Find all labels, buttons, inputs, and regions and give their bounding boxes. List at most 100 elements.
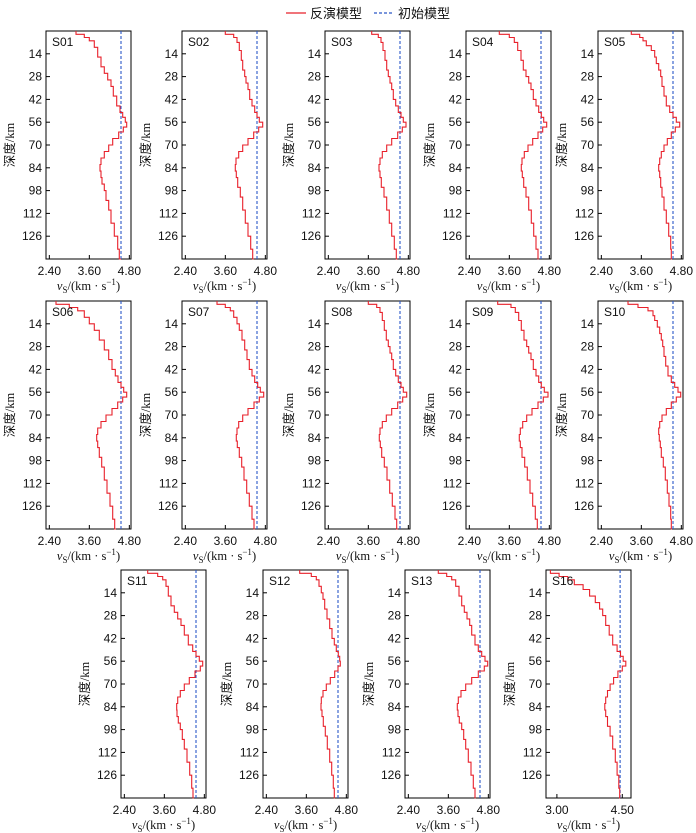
x-tick-label: 4.80 bbox=[254, 264, 278, 278]
y-axis-title: 深度/km bbox=[138, 123, 153, 168]
panel-label: S11 bbox=[127, 574, 148, 588]
legend-inverted-label: 反演模型 bbox=[310, 6, 362, 21]
x-axis-title: vS/(km · s−1) bbox=[609, 277, 672, 295]
y-axis-title: 深度/km bbox=[281, 393, 296, 438]
y-tick-label: 98 bbox=[29, 454, 43, 468]
panel-s05: 14 28 42 56 70 84 98 112 126 2.40 3.60 4.80 S05 深度/km… bbox=[554, 30, 693, 295]
x-axis-title: vS/(km · s−1) bbox=[416, 816, 479, 833]
y-tick-label: 84 bbox=[165, 161, 179, 175]
inverted-model-line bbox=[498, 31, 548, 260]
y-tick-label: 84 bbox=[246, 700, 260, 714]
x-tick-label: 4.80 bbox=[538, 534, 562, 548]
x-tick-label: 2.40 bbox=[590, 534, 614, 548]
y-tick-label: 112 bbox=[575, 206, 594, 220]
x-tick-label: 4.80 bbox=[254, 534, 278, 548]
y-tick-label: 126 bbox=[574, 229, 594, 243]
x-tick-label: 2.40 bbox=[458, 264, 482, 278]
y-tick-label: 126 bbox=[522, 768, 542, 782]
inverted-model-line bbox=[75, 31, 128, 260]
inverted-model-line bbox=[224, 31, 264, 260]
y-tick-label: 14 bbox=[246, 586, 260, 600]
panel-label: S05 bbox=[604, 35, 626, 49]
y-tick-label: 84 bbox=[388, 700, 402, 714]
inverted-model-line bbox=[549, 570, 627, 799]
y-axis-title: 深度/km bbox=[554, 123, 569, 168]
y-tick-label: 42 bbox=[29, 362, 43, 376]
y-tick-label: 84 bbox=[29, 431, 43, 445]
y-tick-label: 70 bbox=[581, 138, 595, 152]
y-tick-label: 14 bbox=[529, 586, 543, 600]
panel-s07: 14 28 42 56 70 84 98 112 126 2.40 3.60 4.80 S07 深度/km… bbox=[138, 300, 278, 565]
plot-frame bbox=[545, 569, 632, 799]
panel-label: S13 bbox=[411, 574, 433, 588]
y-tick-label: 98 bbox=[581, 454, 595, 468]
inverted-model-line bbox=[299, 570, 341, 799]
y-tick-label: 84 bbox=[581, 431, 595, 445]
plot-frame bbox=[597, 30, 684, 260]
plot-frame bbox=[45, 30, 132, 260]
y-axis-title: 深度/km bbox=[2, 123, 17, 168]
y-tick-label: 126 bbox=[442, 229, 462, 243]
x-tick-label: 3.60 bbox=[214, 264, 238, 278]
x-axis-title: vS/(km · s−1) bbox=[193, 277, 256, 295]
x-tick-label: 2.40 bbox=[317, 534, 341, 548]
y-tick-label: 28 bbox=[529, 609, 543, 623]
y-tick-label: 28 bbox=[29, 70, 43, 84]
y-tick-label: 98 bbox=[449, 184, 463, 198]
y-tick-label: 84 bbox=[29, 161, 43, 175]
y-tick-label: 42 bbox=[449, 362, 463, 376]
x-axis-title: vS/(km · s−1) bbox=[336, 547, 399, 565]
x-tick-label: 4.80 bbox=[118, 534, 142, 548]
panel-s08: 14 28 42 56 70 84 98 112 126 2.40 3.60 4.80 S08 深度/km… bbox=[281, 300, 420, 565]
y-tick-label: 42 bbox=[308, 92, 322, 106]
x-tick-label: 2.40 bbox=[38, 264, 62, 278]
y-tick-label: 70 bbox=[308, 138, 322, 152]
plot-frame bbox=[597, 300, 684, 530]
y-tick-label: 84 bbox=[449, 161, 463, 175]
plot-frame bbox=[324, 300, 411, 530]
y-tick-label: 126 bbox=[22, 499, 42, 513]
x-tick-label: 3.60 bbox=[214, 534, 238, 548]
x-tick-label: 4.50 bbox=[611, 803, 635, 817]
plot-frame bbox=[181, 300, 268, 530]
inverted-model-line bbox=[367, 301, 408, 530]
y-tick-label: 70 bbox=[165, 408, 179, 422]
y-tick-label: 42 bbox=[165, 92, 179, 106]
y-tick-label: 70 bbox=[529, 677, 543, 691]
panel-s04: 14 28 42 56 70 84 98 112 126 2.40 3.60 4.80 S04 深度/km… bbox=[422, 30, 561, 295]
y-tick-label: 126 bbox=[158, 499, 178, 513]
x-tick-label: 4.80 bbox=[397, 264, 421, 278]
panels: 14 28 42 56 70 84 98 112 126 2.40 3.60 4.80 S01 深度/km… bbox=[2, 30, 694, 833]
y-axis-title: 深度/km bbox=[2, 393, 17, 438]
y-tick-label: 112 bbox=[575, 476, 594, 490]
y-tick-label: 84 bbox=[529, 700, 543, 714]
x-tick-label: 3.60 bbox=[630, 534, 654, 548]
panel-label: S16 bbox=[552, 574, 574, 588]
inverted-model-line bbox=[627, 301, 682, 530]
y-tick-label: 28 bbox=[165, 70, 179, 84]
y-tick-label: 56 bbox=[165, 115, 179, 129]
y-tick-label: 14 bbox=[165, 47, 179, 61]
y-tick-label: 126 bbox=[158, 229, 178, 243]
x-tick-label: 2.40 bbox=[590, 264, 614, 278]
inverted-model-line bbox=[147, 570, 204, 799]
y-tick-label: 28 bbox=[104, 609, 118, 623]
y-tick-label: 14 bbox=[165, 317, 179, 331]
y-tick-label: 42 bbox=[581, 92, 595, 106]
x-tick-label: 3.00 bbox=[545, 803, 569, 817]
y-tick-label: 84 bbox=[165, 431, 179, 445]
inverted-model-line bbox=[216, 301, 265, 530]
x-tick-label: 4.80 bbox=[670, 534, 694, 548]
inverted-model-line bbox=[437, 570, 489, 799]
y-tick-label: 28 bbox=[581, 70, 595, 84]
x-tick-label: 2.40 bbox=[317, 264, 341, 278]
plot-frame bbox=[181, 30, 268, 260]
y-tick-label: 126 bbox=[22, 229, 42, 243]
x-axis-title: vS/(km · s−1) bbox=[336, 277, 399, 295]
y-tick-label: 56 bbox=[308, 385, 322, 399]
panel-s03: 14 28 42 56 70 84 98 112 126 2.40 3.60 4.80 S03 深度/km… bbox=[281, 30, 421, 295]
panel-label: S12 bbox=[269, 574, 291, 588]
plot-frame bbox=[404, 569, 491, 799]
y-tick-label: 42 bbox=[29, 92, 43, 106]
y-axis-title: 深度/km bbox=[422, 123, 437, 168]
